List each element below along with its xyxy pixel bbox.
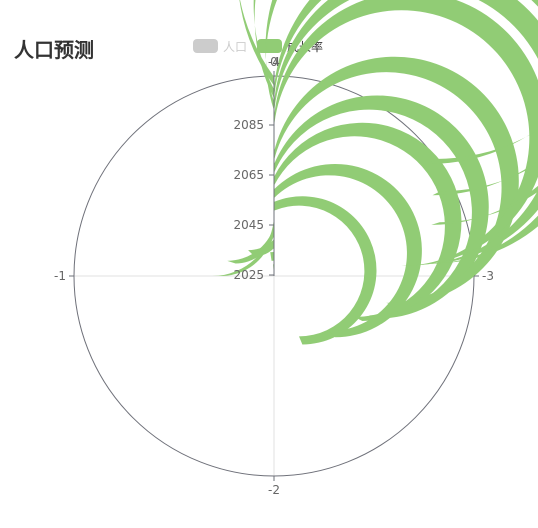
bar-2030	[270, 251, 274, 261]
legend-swatch-population	[193, 39, 218, 53]
angle-tick-label: -4	[268, 55, 280, 69]
bar-2040	[227, 226, 274, 264]
radius-tick-label: 2025	[233, 268, 264, 282]
angle-tick-label: 0	[270, 55, 278, 69]
bar-2055	[274, 164, 422, 338]
legend-label-population: 人口	[223, 39, 248, 54]
bar-2050	[274, 196, 377, 345]
angle-tick-label: -3	[482, 269, 494, 283]
radius-tick-label: 2065	[233, 168, 264, 182]
angle-tick-label: -2	[268, 483, 280, 497]
angle-tick-label: -1	[54, 269, 66, 283]
radius-tick-label: 2085	[233, 118, 264, 132]
radius-tick-label: 2045	[233, 218, 264, 232]
legend-swatch-growth-rate	[257, 39, 283, 53]
chart-title: 人口预测	[14, 38, 94, 62]
legend-item-population[interactable]: 人口	[193, 38, 247, 55]
